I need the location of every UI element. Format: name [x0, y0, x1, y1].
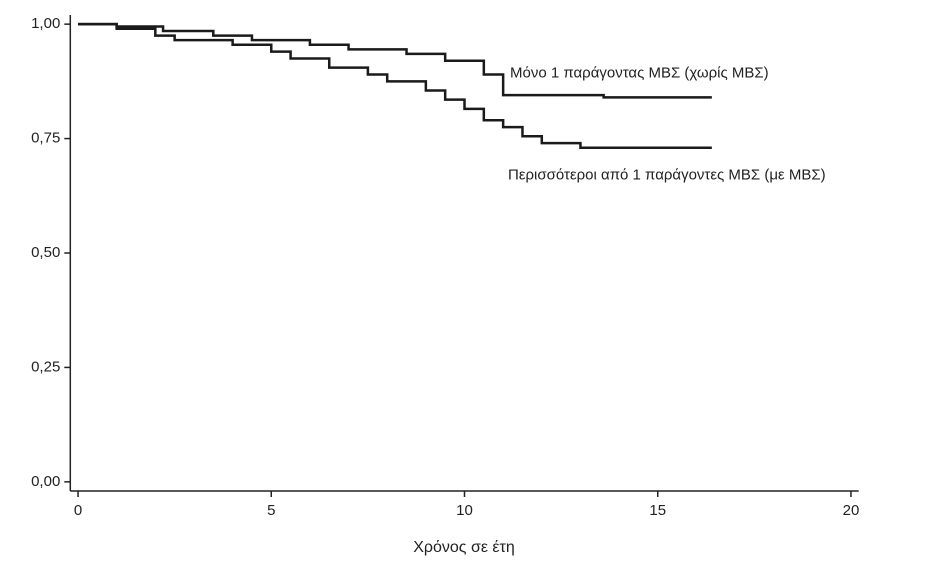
series-label: Περισσότεροι από 1 παράγοντες ΜΒΣ (με ΜΒ… [508, 167, 826, 184]
series-label: Μόνο 1 παράγοντας ΜΒΣ (χωρίς ΜΒΣ) [510, 64, 769, 81]
y-tick-label: 1,00 [31, 15, 60, 32]
x-tick-label: 10 [456, 502, 473, 519]
x-tick-label: 15 [649, 502, 666, 519]
x-tick-label: 0 [74, 502, 82, 519]
y-tick-label: 0,75 [31, 130, 60, 147]
y-tick-label: 0,50 [31, 244, 60, 261]
x-axis-label: Χρόνος σε έτη [413, 539, 515, 556]
y-tick-label: 0,25 [31, 358, 60, 375]
y-tick-label: 0,00 [31, 473, 60, 490]
survival-curve [78, 22, 712, 99]
survival-curve [78, 22, 712, 149]
x-tick-label: 5 [267, 502, 275, 519]
x-tick-label: 20 [843, 502, 860, 519]
